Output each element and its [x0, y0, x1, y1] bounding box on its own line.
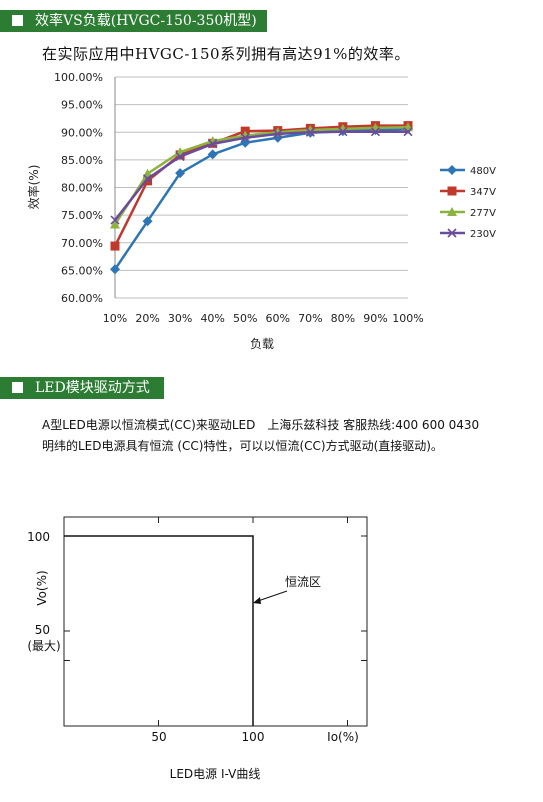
data-point-marker — [207, 149, 218, 160]
x-tick-label: 20% — [135, 312, 159, 325]
iv-y-axis-label: Vo(%) — [35, 570, 49, 605]
x-tick-label: 10% — [103, 312, 127, 325]
legend-label: 230V — [470, 229, 496, 240]
iv-curve-line — [64, 535, 254, 726]
paragraph-line-1: A型LED电源以恒流模式(CC)来驱动LED 上海乐兹科技 客服热线:400 60… — [42, 416, 479, 433]
data-point-marker — [110, 264, 120, 275]
x-tick-label: 30% — [168, 312, 192, 325]
data-point-marker — [370, 127, 381, 137]
iv-x-axis-label: Io(%) — [327, 730, 359, 744]
iv-y-tick-100: 100 — [27, 530, 50, 544]
data-point-marker — [240, 133, 250, 143]
x-tick-label: 50% — [233, 312, 257, 325]
data-point-marker — [175, 168, 186, 179]
data-point-marker — [110, 241, 120, 251]
iv-x-tick-50: 50 — [151, 730, 166, 744]
intro-text: 在实际应用中HVGC-150系列拥有高达91%的效率。 — [42, 45, 410, 63]
y-tick-label: 90.00% — [61, 126, 103, 139]
section-title: LED模块驱动方式 — [35, 380, 150, 396]
arrowhead-icon — [253, 597, 261, 604]
iv-x-tick-100: 100 — [242, 730, 265, 744]
iv-y-tick-50-sub: (最大) — [27, 639, 60, 653]
section-header-efficiency: 效率VS负载(HVGC-150-350机型) — [0, 10, 267, 32]
y-axis-label: 效率(%) — [26, 165, 41, 210]
iv-annotation-arrow — [257, 590, 288, 602]
x-tick-label: 40% — [200, 312, 224, 325]
y-tick-label: 100.00% — [54, 71, 103, 84]
legend-label: 480V — [470, 166, 496, 177]
series-line-277v — [113, 126, 409, 226]
section-header-led-drive: LED模块驱动方式 — [0, 377, 164, 399]
data-point-marker — [175, 151, 185, 162]
iv-annotation-cc-region: 恒流区 — [285, 575, 321, 589]
series-line-230v — [114, 130, 408, 221]
x-tick-label: 60% — [266, 312, 290, 325]
data-point-marker — [143, 176, 153, 186]
y-tick-label: 75.00% — [61, 209, 103, 222]
y-tick-label: 80.00% — [61, 182, 103, 195]
legend-label: 277V — [470, 208, 496, 219]
data-point-marker — [447, 165, 457, 175]
y-tick-label: 85.00% — [61, 154, 103, 167]
paragraph-line-2: 明纬的LED电源具有恒流 (CC)特性，可以以恒流(CC)方式驱动(直接驱动)。 — [42, 439, 443, 453]
series-line-347v — [113, 124, 408, 247]
y-tick-label: 60.00% — [61, 292, 103, 305]
series-line-480v — [113, 127, 409, 270]
data-point-marker — [403, 127, 413, 137]
iv-chart-caption: LED电源 I-V曲线 — [170, 767, 261, 781]
data-point-marker — [142, 174, 153, 184]
square-bullet-icon — [12, 15, 23, 26]
data-point-marker — [447, 186, 457, 196]
iv-plot-frame — [63, 516, 368, 727]
data-point-marker — [305, 127, 315, 137]
data-point-marker — [208, 139, 218, 149]
data-point-marker — [447, 228, 457, 238]
data-point-marker — [142, 216, 153, 227]
x-tick-label: 70% — [298, 312, 322, 325]
x-axis-label: 负载 — [250, 337, 274, 351]
data-point-marker — [110, 219, 120, 229]
data-point-marker — [110, 215, 120, 225]
paragraph-text: A型LED电源以恒流模式(CC)来驱动LED — [42, 418, 256, 432]
data-point-marker — [273, 129, 283, 139]
efficiency-chart: 效率(%) 负载 100.00% 95.00% 90.00% 85.00% 80.00%… — [26, 71, 496, 351]
square-bullet-icon — [12, 382, 23, 393]
data-point-marker — [447, 207, 457, 216]
x-tick-label: 80% — [331, 312, 355, 325]
x-tick-label: 100% — [392, 312, 423, 325]
data-point-marker — [338, 127, 348, 137]
x-tick-label: 90% — [363, 312, 387, 325]
iv-y-tick-50: 50 — [35, 623, 50, 637]
y-tick-label: 70.00% — [61, 237, 103, 250]
section-title: 效率VS负载(HVGC-150-350机型) — [35, 13, 257, 29]
y-tick-label: 95.00% — [61, 99, 103, 112]
legend-label: 347V — [470, 187, 496, 198]
y-tick-label: 65.00% — [61, 264, 103, 277]
contact-text: 上海乐兹科技 客服热线:400 600 0430 — [267, 418, 480, 432]
